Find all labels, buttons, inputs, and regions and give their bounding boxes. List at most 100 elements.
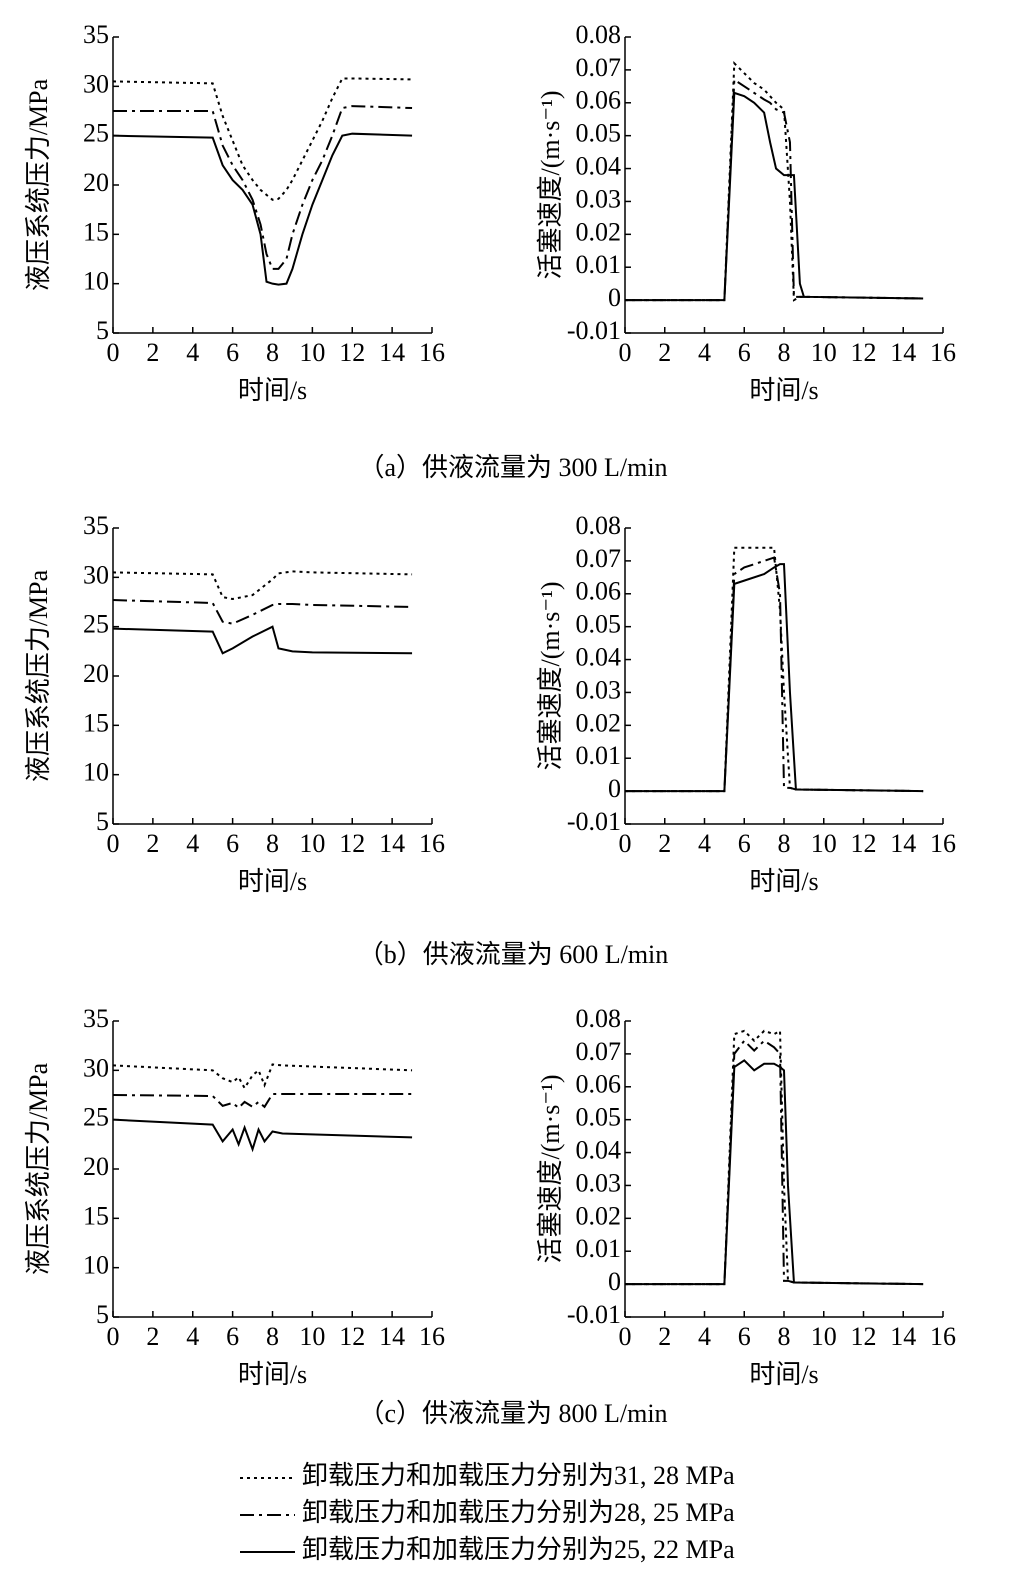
y-tick-label: 35 xyxy=(83,1004,109,1033)
x-tick-label: 4 xyxy=(698,829,711,858)
y-tick-label: -0.01 xyxy=(567,807,621,836)
series-line xyxy=(625,1029,924,1286)
x-tick-label: 16 xyxy=(419,338,445,367)
legend-label: 卸载压力和加载压力分别为31, 28 MPa xyxy=(302,1461,735,1490)
series-line xyxy=(112,77,413,201)
y-tick-label: 0.05 xyxy=(576,1103,622,1132)
y-tick-label: 0.01 xyxy=(576,1234,622,1263)
caption: （c）供液流量为 800 L/min xyxy=(358,1399,667,1428)
y-tick-label: 20 xyxy=(83,659,109,688)
x-tick-label: 4 xyxy=(186,1322,199,1351)
x-tick-label: 8 xyxy=(778,829,791,858)
x-tick-label: 6 xyxy=(738,829,751,858)
x-tick-label: 16 xyxy=(930,1322,956,1351)
x-tick-label: 8 xyxy=(266,1322,279,1351)
y-tick-label: 30 xyxy=(83,1053,109,1082)
y-tick-label: 0.06 xyxy=(576,86,622,115)
x-tick-label: 4 xyxy=(186,338,199,367)
x-axis-label: 时间/s xyxy=(238,1360,307,1389)
x-tick-label: 10 xyxy=(811,829,837,858)
y-tick-label: 30 xyxy=(83,69,109,98)
x-tick-label: 14 xyxy=(890,338,916,367)
x-tick-label: 6 xyxy=(226,338,239,367)
y-tick-label: 0.07 xyxy=(576,1037,622,1066)
y-axis-label: 液压系统压力/MPa xyxy=(24,569,53,782)
series-line xyxy=(112,1093,413,1110)
x-tick-label: 4 xyxy=(186,829,199,858)
x-tick-label: 14 xyxy=(379,829,405,858)
x-tick-label: 16 xyxy=(419,829,445,858)
x-tick-label: 12 xyxy=(851,829,877,858)
series-line xyxy=(625,556,924,793)
x-tick-label: 14 xyxy=(379,1322,405,1351)
y-tick-label: -0.01 xyxy=(567,316,621,345)
x-tick-label: 6 xyxy=(226,829,239,858)
x-tick-label: 8 xyxy=(778,1322,791,1351)
y-tick-label: 0.06 xyxy=(576,1070,622,1099)
x-tick-label: 14 xyxy=(379,338,405,367)
x-tick-label: 0 xyxy=(619,1322,632,1351)
x-tick-label: 12 xyxy=(851,338,877,367)
y-tick-label: 15 xyxy=(83,708,109,737)
y-axis-label: 活塞速度/(m·s⁻¹) xyxy=(536,90,565,279)
y-tick-label: 0.05 xyxy=(576,610,622,639)
y-tick-label: 0.02 xyxy=(576,1201,622,1230)
legend-label: 卸载压力和加载压力分别为28, 25 MPa xyxy=(302,1498,735,1527)
x-tick-label: 8 xyxy=(778,338,791,367)
x-tick-label: 2 xyxy=(658,829,671,858)
y-tick-label: 0.01 xyxy=(576,741,622,770)
y-tick-label: 25 xyxy=(83,610,109,639)
x-tick-label: 12 xyxy=(339,338,365,367)
x-tick-label: 10 xyxy=(811,338,837,367)
x-tick-label: 2 xyxy=(146,829,159,858)
series-line xyxy=(625,61,924,302)
x-tick-label: 10 xyxy=(299,338,325,367)
y-tick-label: 0.07 xyxy=(576,544,622,573)
y-tick-label: 35 xyxy=(83,20,109,49)
y-tick-label: 0.02 xyxy=(576,217,622,246)
x-tick-label: 0 xyxy=(107,338,120,367)
y-tick-label: 0.07 xyxy=(576,53,622,82)
y-tick-label: 0.08 xyxy=(576,511,622,540)
x-tick-label: 14 xyxy=(890,829,916,858)
y-tick-label: 0.06 xyxy=(576,577,622,606)
caption: （a）供液流量为 300 L/min xyxy=(358,453,667,482)
y-tick-label: 25 xyxy=(83,119,109,148)
x-axis-label: 时间/s xyxy=(749,376,818,405)
y-tick-label: 20 xyxy=(83,168,109,197)
x-axis-label: 时间/s xyxy=(238,376,307,405)
x-tick-label: 4 xyxy=(698,1322,711,1351)
y-tick-label: 5 xyxy=(96,316,109,345)
y-tick-label: 0.03 xyxy=(576,675,622,704)
caption: （b）供液流量为 600 L/min xyxy=(358,940,669,969)
y-tick-label: 0.08 xyxy=(576,20,622,49)
x-tick-label: 2 xyxy=(146,1322,159,1351)
series-line xyxy=(625,546,924,793)
x-tick-label: 2 xyxy=(658,1322,671,1351)
x-tick-label: 0 xyxy=(107,1322,120,1351)
x-tick-label: 10 xyxy=(299,829,325,858)
series-line xyxy=(112,132,413,286)
y-tick-label: 0.02 xyxy=(576,708,622,737)
x-tick-label: 16 xyxy=(419,1322,445,1351)
x-axis-label: 时间/s xyxy=(238,867,307,896)
y-tick-label: 35 xyxy=(83,511,109,540)
x-tick-label: 12 xyxy=(851,1322,877,1351)
series-line xyxy=(625,91,924,302)
y-tick-label: 0 xyxy=(608,1267,621,1296)
x-tick-label: 10 xyxy=(811,1322,837,1351)
series-line xyxy=(112,625,413,655)
y-tick-label: 0.03 xyxy=(576,1168,622,1197)
y-tick-label: 15 xyxy=(83,217,109,246)
x-tick-label: 2 xyxy=(146,338,159,367)
y-tick-label: 20 xyxy=(83,1152,109,1181)
y-tick-label: 15 xyxy=(83,1201,109,1230)
x-tick-label: 16 xyxy=(930,338,956,367)
y-axis-label: 活塞速度/(m·s⁻¹) xyxy=(536,581,565,770)
x-tick-label: 2 xyxy=(658,338,671,367)
y-tick-label: 10 xyxy=(83,758,109,787)
x-tick-label: 16 xyxy=(930,829,956,858)
x-tick-label: 12 xyxy=(339,829,365,858)
y-tick-label: 5 xyxy=(96,807,109,836)
